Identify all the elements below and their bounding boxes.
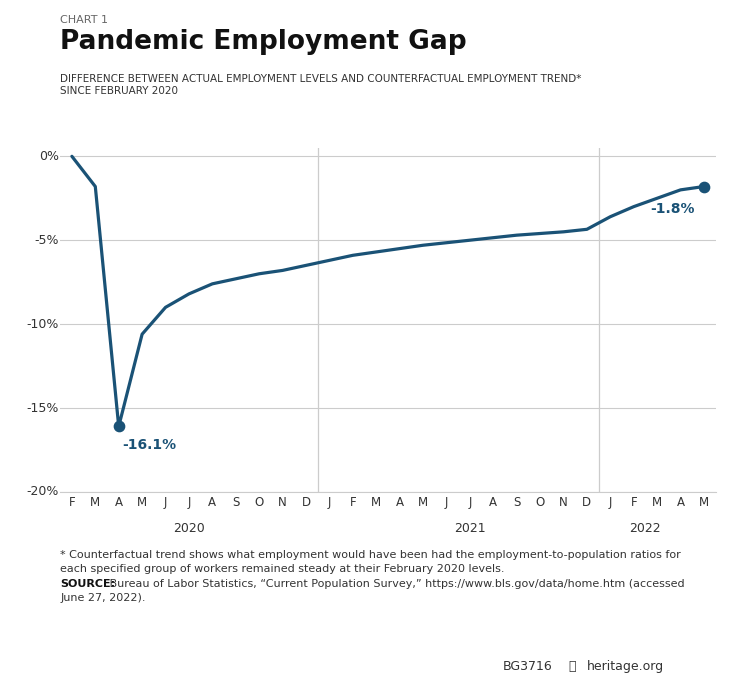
Point <box>113 421 125 432</box>
Text: -15%: -15% <box>26 402 59 414</box>
Text: DIFFERENCE BETWEEN ACTUAL EMPLOYMENT LEVELS AND COUNTERFACTUAL EMPLOYMENT TREND*: DIFFERENCE BETWEEN ACTUAL EMPLOYMENT LEV… <box>60 74 581 84</box>
Text: -16.1%: -16.1% <box>123 438 176 452</box>
Text: -10%: -10% <box>26 318 59 331</box>
Text: SINCE FEBRUARY 2020: SINCE FEBRUARY 2020 <box>60 86 178 96</box>
Text: -1.8%: -1.8% <box>650 202 694 215</box>
Text: CHART 1: CHART 1 <box>60 15 108 25</box>
Text: 2021: 2021 <box>454 522 486 535</box>
Text: 2020: 2020 <box>173 522 205 535</box>
Text: -5%: -5% <box>34 234 59 247</box>
Point <box>698 181 710 192</box>
Text: 2022: 2022 <box>630 522 661 535</box>
Text: BG3716: BG3716 <box>503 660 553 673</box>
Text: June 27, 2022).: June 27, 2022). <box>60 593 145 603</box>
Text: -20%: -20% <box>26 486 59 498</box>
Text: 0%: 0% <box>39 150 59 163</box>
Text: SOURCE:: SOURCE: <box>60 579 115 590</box>
Text: * Counterfactual trend shows what employment would have been had the employment-: * Counterfactual trend shows what employ… <box>60 550 681 561</box>
Text: Bureau of Labor Statistics, “Current Population Survey,” https://www.bls.gov/dat: Bureau of Labor Statistics, “Current Pop… <box>106 579 684 590</box>
Text: Pandemic Employment Gap: Pandemic Employment Gap <box>60 29 467 55</box>
Text: each specified group of workers remained steady at their February 2020 levels.: each specified group of workers remained… <box>60 564 505 574</box>
Text: ⎙: ⎙ <box>569 660 576 673</box>
Text: heritage.org: heritage.org <box>587 660 664 673</box>
